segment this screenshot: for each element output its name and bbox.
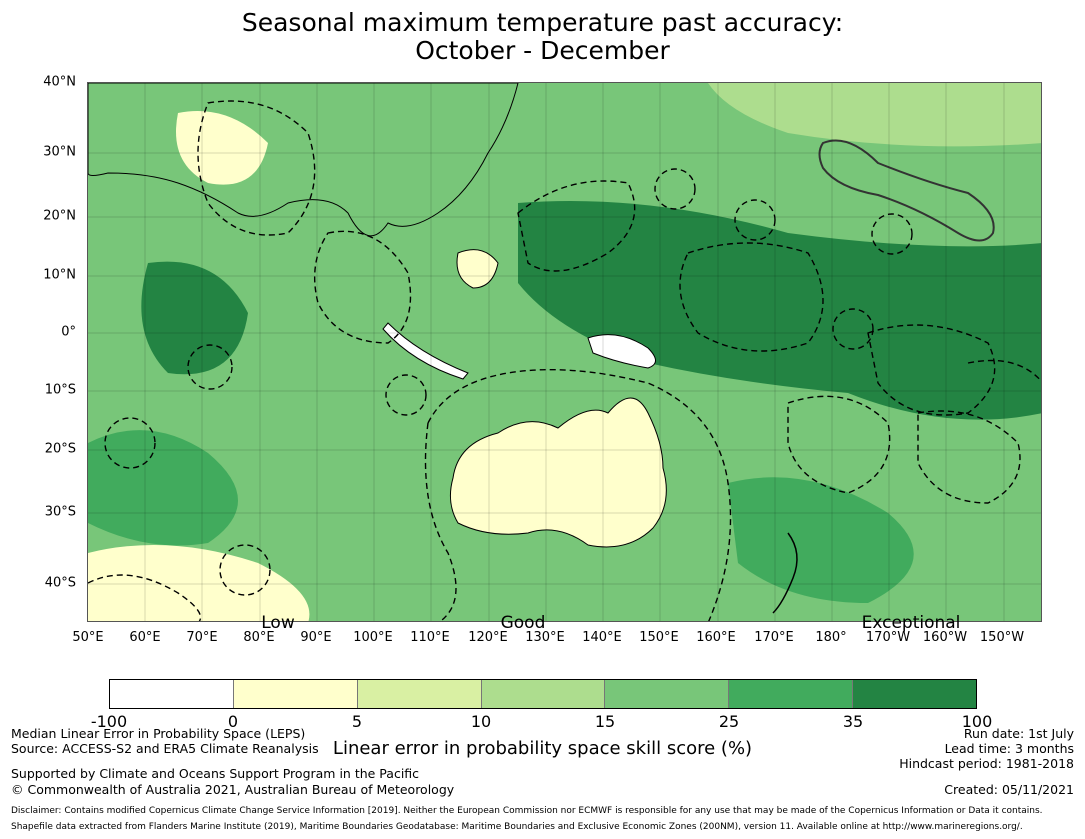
lat-label-40s: 40°S	[44, 575, 76, 591]
category-low-label: Low	[261, 613, 295, 633]
lat-label-10s: 10°S	[44, 382, 76, 398]
java-landmass	[382, 322, 469, 380]
run-date-text: Run date: 1st July	[963, 726, 1074, 741]
lon-label-50e: 50°E	[72, 630, 104, 645]
colorbar-tick: 0	[227, 712, 239, 731]
chart-title-line2: October - December	[415, 36, 670, 65]
lon-label-180: 180°	[815, 630, 847, 645]
lon-label-60e: 60°E	[129, 630, 161, 645]
asia-coastline	[88, 83, 519, 237]
lon-label-170e: 170°E	[754, 630, 794, 645]
australia-landmass	[449, 397, 667, 548]
lon-label-120e: 120°E	[468, 630, 508, 645]
colorbar-segment	[729, 680, 854, 708]
chart-title-line1: Seasonal maximum temperature past accura…	[241, 8, 844, 37]
lat-label-40n: 40°N	[43, 74, 76, 90]
category-good-label: Good	[500, 613, 546, 633]
colorbar	[109, 679, 977, 709]
colorbar-tick: 5	[351, 712, 363, 731]
colorbar-tick: -100	[90, 712, 128, 731]
strong-skill-region-tasman	[728, 477, 914, 603]
lon-label-150e: 150°E	[639, 630, 679, 645]
lon-label-100e: 100°E	[353, 630, 393, 645]
colorbar-tick: 25	[718, 712, 740, 731]
exceptional-skill-region	[518, 201, 1041, 420]
colorbar-label: Linear error in probability space skill …	[332, 738, 753, 759]
colorbar-segment	[233, 680, 358, 708]
hindcast-period-text: Hindcast period: 1981-2018	[899, 756, 1074, 771]
lon-label-140e: 140°E	[582, 630, 622, 645]
colorbar-segment	[853, 680, 977, 708]
skill-map	[87, 82, 1042, 622]
footer-support-text: Supported by Climate and Oceans Support …	[11, 766, 420, 781]
lat-label-30n: 30°N	[43, 144, 76, 160]
lon-label-160w: 160°W	[922, 630, 968, 645]
lon-label-130e: 130°E	[525, 630, 565, 645]
footer-source-text: Source: ACCESS-S2 and ERA5 Climate Reana…	[11, 741, 319, 756]
lat-label-0: 0°	[61, 324, 76, 340]
colorbar-tick: 35	[842, 712, 864, 731]
low-skill-region-southern	[88, 545, 310, 621]
colorbar-segment	[357, 680, 482, 708]
colorbar-tick: 15	[594, 712, 616, 731]
lon-label-110e: 110°E	[410, 630, 450, 645]
footer-copyright-text: © Commonwealth of Australia 2021, Austra…	[11, 782, 455, 797]
colorbar-segment	[481, 680, 606, 708]
new-zealand-coastline	[772, 532, 798, 614]
lat-label-30s: 30°S	[44, 504, 76, 520]
shapefile-credit-text: Shapefile data extracted from Flanders M…	[11, 822, 1023, 832]
colorbar-tick: 100	[961, 712, 993, 731]
colorbar-segment	[110, 680, 234, 708]
lat-label-20n: 20°N	[43, 208, 76, 224]
new-guinea-landmass	[587, 334, 656, 369]
lat-label-20s: 20°S	[44, 441, 76, 457]
lon-label-160e: 160°E	[696, 630, 736, 645]
disclaimer-text: Disclaimer: Contains modified Copernicus…	[11, 806, 1043, 816]
category-exceptional-label: Exceptional	[861, 613, 961, 633]
lon-label-170w: 170°W	[865, 630, 911, 645]
borneo-landmass	[456, 249, 499, 289]
lon-label-70e: 70°E	[186, 630, 218, 645]
lon-label-80e: 80°E	[243, 630, 275, 645]
exceptional-skill-region-indian-ocean	[141, 261, 248, 375]
created-date-text: Created: 05/11/2021	[944, 782, 1074, 797]
graticule	[88, 83, 1041, 621]
lead-time-text: Lead time: 3 months	[944, 741, 1074, 756]
lon-label-90e: 90°E	[300, 630, 332, 645]
colorbar-tick: 10	[470, 712, 492, 731]
hawaii-eez-boundary	[818, 139, 995, 242]
footer-leps-text: Median Linear Error in Probability Space…	[11, 726, 306, 741]
strong-skill-region	[88, 430, 238, 546]
eez-boundaries	[88, 100, 1041, 621]
colorbar-segment	[605, 680, 730, 708]
skill-map-graphic	[88, 83, 1041, 621]
lon-label-150w: 150°W	[979, 630, 1025, 645]
moderate-skill-region-north-pacific	[708, 83, 1041, 147]
lat-label-10n: 10°N	[43, 267, 76, 283]
